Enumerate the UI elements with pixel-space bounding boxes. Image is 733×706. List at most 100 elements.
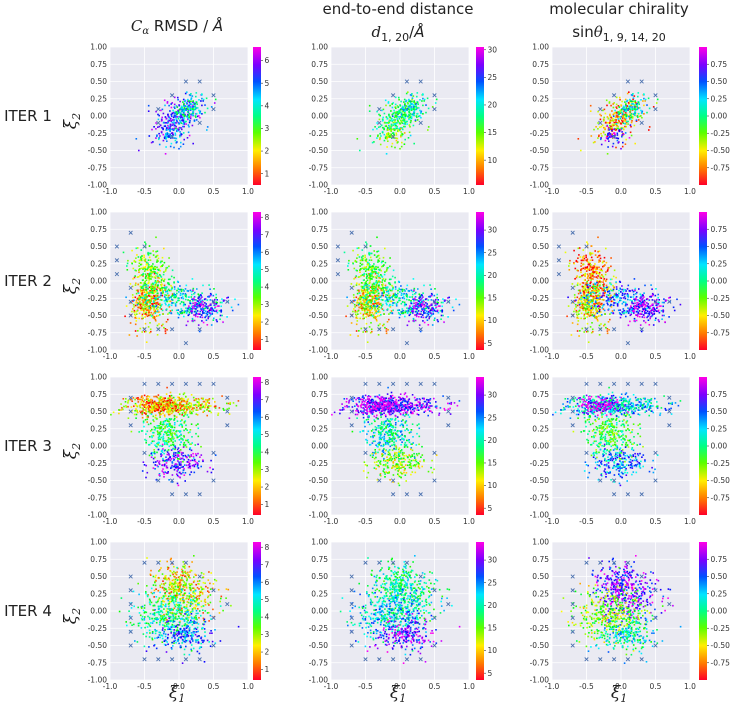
scatter-point <box>377 271 380 274</box>
scatter-point <box>160 130 163 133</box>
scatter-point <box>398 309 401 311</box>
scatter-point <box>600 311 602 313</box>
scatter-point <box>177 288 180 291</box>
scatter-point <box>374 311 377 313</box>
scatter-point <box>656 310 658 312</box>
scatter-point <box>365 306 367 308</box>
colorbar <box>699 212 707 350</box>
scatter-point <box>188 121 191 124</box>
scatter-point <box>190 98 192 101</box>
scatter-point <box>617 122 619 124</box>
scatter-point <box>651 288 653 290</box>
scatter-point <box>147 292 150 295</box>
scatter-point <box>145 296 148 299</box>
scatter-point <box>179 115 182 117</box>
scatter-point <box>634 111 636 114</box>
cross-marker <box>390 134 396 139</box>
scatter-point <box>413 287 416 290</box>
scatter-point <box>181 296 184 298</box>
scatter-point <box>129 322 132 324</box>
scatter-point <box>355 330 358 332</box>
y-tick-label: 0.50 <box>532 77 549 86</box>
scatter-point <box>175 118 177 120</box>
scatter-point <box>203 298 206 300</box>
scatter-point <box>182 132 185 134</box>
scatter-point <box>624 289 627 291</box>
scatter-point <box>357 298 360 300</box>
scatter-point <box>371 287 373 289</box>
scatter-point <box>140 290 143 293</box>
scatter-point <box>154 284 157 286</box>
scatter-point <box>427 324 430 326</box>
scatter-point <box>411 302 414 305</box>
scatter-point <box>640 296 642 298</box>
scatter-point <box>188 114 190 117</box>
scatter-point <box>593 276 595 278</box>
scatter-point <box>590 307 593 310</box>
scatter-point <box>403 292 405 295</box>
scatter-point <box>178 126 181 129</box>
scatter-point <box>359 317 361 320</box>
scatter-point <box>609 296 611 299</box>
scatter-point <box>608 140 610 142</box>
scatter-point <box>392 298 394 301</box>
scatter-point <box>422 292 424 294</box>
scatter-point <box>227 296 229 299</box>
scatter-point <box>584 302 586 305</box>
scatter-point <box>593 302 595 305</box>
scatter-point <box>191 108 194 110</box>
scatter-point <box>165 122 167 124</box>
scatter-point <box>626 115 628 117</box>
scatter-point <box>611 296 614 298</box>
x-tick-label: -1.0 <box>103 352 118 361</box>
scatter-point <box>663 314 665 317</box>
scatter-point <box>397 312 400 314</box>
scatter-point <box>137 276 140 278</box>
scatter-point <box>619 117 622 120</box>
scatter-point <box>602 276 605 278</box>
scatter-point <box>166 290 168 292</box>
scatter-point <box>631 106 634 108</box>
scatter-point <box>636 108 639 111</box>
y-tick-label: -1.00 <box>530 181 550 190</box>
scatter-point <box>376 128 378 130</box>
scatter-point <box>158 323 160 325</box>
scatter-point <box>391 275 394 278</box>
scatter-point <box>591 272 593 275</box>
scatter-point <box>193 310 196 313</box>
scatter-point <box>407 106 409 108</box>
scatter-point <box>597 320 599 322</box>
scatter-point <box>369 309 371 312</box>
scatter-point <box>210 324 213 326</box>
scatter-point <box>156 261 158 263</box>
scatter-point <box>586 312 589 315</box>
scatter-point <box>187 310 189 313</box>
scatter-point <box>430 314 433 316</box>
scatter-point <box>597 289 599 292</box>
scatter-point <box>627 296 630 298</box>
scatter-point <box>598 324 601 327</box>
scatter-point <box>595 315 597 318</box>
scatter-point <box>389 297 392 299</box>
scatter-point <box>594 141 596 143</box>
scatter-point <box>629 299 631 301</box>
scatter-point <box>142 266 145 269</box>
scatter-point <box>607 268 609 271</box>
scatter-point <box>180 141 182 144</box>
scatter-point <box>404 315 406 318</box>
scatter-point <box>415 105 418 108</box>
scatter-point <box>635 120 638 122</box>
scatter-point <box>632 93 634 95</box>
scatter-point <box>390 129 392 132</box>
scatter-point <box>413 101 415 103</box>
scatter-point <box>382 324 384 327</box>
scatter-point <box>131 262 133 265</box>
scatter-point <box>380 261 383 264</box>
scatter-point <box>153 297 156 299</box>
scatter-point <box>601 261 604 264</box>
scatter-point <box>585 291 588 294</box>
scatter-point <box>605 136 608 139</box>
scatter-point <box>215 310 218 313</box>
scatter-point <box>415 313 418 316</box>
colorbar-tick-label: 1 <box>265 335 270 344</box>
